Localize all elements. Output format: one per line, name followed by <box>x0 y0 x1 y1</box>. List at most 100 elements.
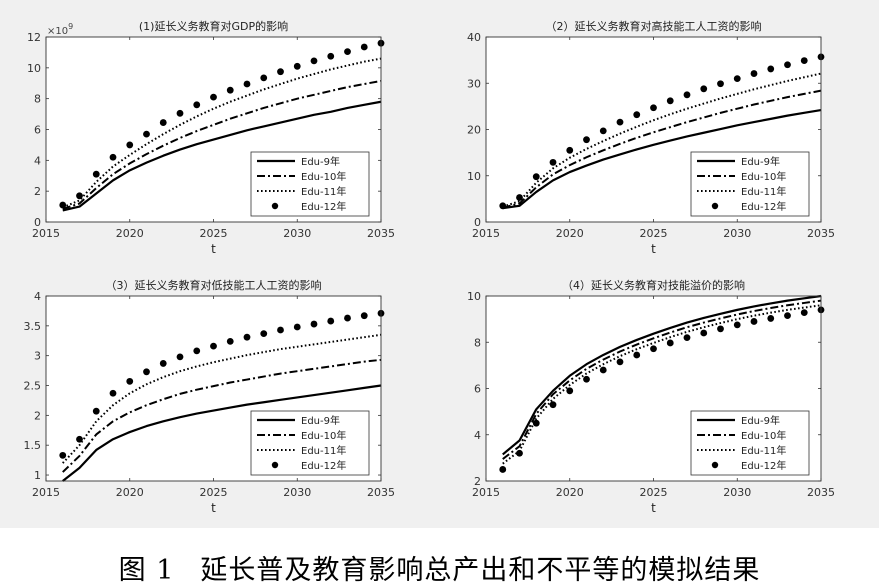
data-point <box>784 312 791 320</box>
series-line <box>502 304 822 465</box>
series-4 <box>59 39 385 209</box>
series-line <box>62 358 382 473</box>
data-point <box>532 419 540 427</box>
data-point <box>176 353 184 361</box>
data-point <box>599 127 607 135</box>
legend-marker <box>711 461 719 469</box>
y-tick-label: 12 <box>27 31 41 44</box>
x-tick-label: 2025 <box>640 227 668 240</box>
data-point <box>499 466 507 473</box>
legend: Edu-9年 Edu-10年 Edu-11年 Edu-12年 <box>690 151 810 217</box>
legend-label: Edu-10年 <box>301 429 346 442</box>
series-1 <box>502 108 822 210</box>
data-point <box>159 360 167 367</box>
y-tick-label: 8 <box>34 93 41 106</box>
data-point <box>532 173 540 181</box>
x-axis-label: t <box>651 501 656 515</box>
legend-item: Edu-10年 <box>257 429 346 442</box>
legend-item: Edu-11年 <box>257 444 346 457</box>
data-point <box>360 312 368 320</box>
chart-4: （4）延长义务教育对技能溢价的影响 2015 2020 2025 2030 2035 2 4 6… <box>467 278 835 515</box>
data-point <box>750 70 758 77</box>
y-tick-label: 0 <box>474 216 481 229</box>
x-tick-label: 2020 <box>556 486 584 499</box>
axes-frame <box>45 295 382 482</box>
series-3 <box>62 57 382 209</box>
x-tick-label: 2025 <box>200 227 228 240</box>
data-point <box>700 85 708 93</box>
data-point <box>226 86 234 94</box>
series-2 <box>62 79 382 210</box>
series-4 <box>59 309 385 459</box>
legend-item: Edu-10年 <box>697 429 786 442</box>
series-line <box>62 57 382 209</box>
axes-frame <box>485 36 822 223</box>
series-1 <box>62 384 382 482</box>
y-tick-label: 1 <box>34 469 41 482</box>
data-point <box>616 358 624 366</box>
y-tick-label: 3.5 <box>24 320 42 333</box>
data-point <box>327 317 335 325</box>
y-tick-label: 2.5 <box>24 380 42 393</box>
data-point <box>109 389 117 397</box>
y-tick-label: 6 <box>34 124 41 137</box>
legend-label: Edu-9年 <box>741 155 780 168</box>
axes-frame <box>485 295 822 482</box>
x-tick-label: 2015 <box>32 486 60 499</box>
legend-item: Edu-9年 <box>697 414 780 427</box>
data-point <box>59 201 67 209</box>
legend-box <box>690 151 810 217</box>
series-1 <box>62 100 382 212</box>
legend-label: Edu-12年 <box>301 200 346 213</box>
y-tick-label: 10 <box>27 62 41 75</box>
data-point <box>650 345 657 353</box>
data-point <box>310 320 318 328</box>
series-line <box>62 100 382 212</box>
data-point <box>599 366 607 374</box>
data-point <box>566 146 574 154</box>
x-tick-label: 2015 <box>32 227 60 240</box>
data-point <box>733 321 741 329</box>
x-tick-label: 2025 <box>200 486 228 499</box>
x-tick-label: 2035 <box>367 486 395 499</box>
data-point <box>293 323 301 331</box>
data-point <box>143 368 150 376</box>
data-point <box>683 91 691 99</box>
x-tick-label: 2035 <box>807 486 835 499</box>
x-tick-label: 2030 <box>723 486 751 499</box>
data-point <box>92 170 100 178</box>
series-4 <box>499 53 825 210</box>
data-point <box>344 314 351 322</box>
legend-item: Edu-12年 <box>711 200 786 213</box>
series-4 <box>499 306 825 473</box>
legend-box <box>250 151 370 217</box>
data-point <box>193 101 201 109</box>
x-axis-label: t <box>211 242 216 256</box>
series-2 <box>502 89 822 209</box>
data-point <box>633 351 641 359</box>
y-tick-label: 30 <box>467 77 481 90</box>
data-point <box>293 62 301 70</box>
data-point <box>516 449 523 457</box>
y-tick-label: 10 <box>467 290 481 303</box>
x-tick-label: 2020 <box>116 227 144 240</box>
data-point <box>59 451 67 459</box>
data-point <box>650 104 657 112</box>
data-point <box>767 315 775 322</box>
data-point <box>800 309 808 317</box>
legend-label: Edu-9年 <box>741 414 780 427</box>
legend-item: Edu-9年 <box>697 155 780 168</box>
figure-number: 图 1 <box>118 555 175 586</box>
series-line <box>62 79 382 210</box>
legend-label: Edu-9年 <box>301 155 340 168</box>
y-tick-label: 40 <box>467 31 481 44</box>
data-point <box>109 153 117 161</box>
y-tick-label: 4 <box>474 429 481 442</box>
data-point <box>310 57 318 65</box>
data-point <box>243 333 251 341</box>
x-tick-label: 2030 <box>283 486 311 499</box>
legend-item: Edu-11年 <box>697 444 786 457</box>
series-line <box>502 89 822 209</box>
